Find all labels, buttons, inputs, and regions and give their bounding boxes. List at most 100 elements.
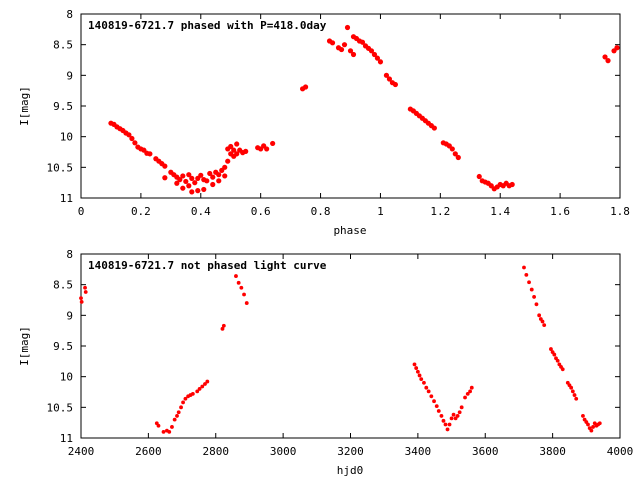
data-points — [108, 24, 620, 195]
data-point — [426, 389, 431, 394]
data-point — [231, 147, 237, 153]
data-point — [415, 369, 420, 374]
data-point — [459, 405, 464, 410]
data-point — [172, 417, 177, 422]
data-point — [439, 414, 444, 418]
data-point — [244, 301, 249, 305]
data-point — [614, 45, 620, 51]
data-point — [359, 39, 366, 45]
data-point — [422, 380, 426, 385]
x-tick-label: 3800 — [539, 445, 566, 458]
data-point — [605, 58, 611, 64]
data-point — [175, 414, 179, 418]
data-point — [552, 352, 557, 357]
data-point — [222, 164, 228, 170]
data-point — [205, 379, 210, 384]
data-point — [602, 54, 608, 60]
data-point — [176, 410, 181, 415]
data-point — [392, 81, 399, 88]
data-point — [522, 265, 526, 270]
x-axis-title: hjd0 — [337, 464, 364, 477]
y-axis-title: I[mag] — [18, 86, 31, 126]
data-point — [147, 151, 153, 157]
data-point — [537, 313, 542, 318]
y-tick-label: 8.5 — [53, 39, 73, 52]
data-point — [207, 170, 213, 177]
y-tick-label: 11 — [60, 192, 73, 205]
data-point — [455, 154, 461, 161]
data-point — [264, 146, 270, 152]
data-point — [374, 55, 381, 61]
axis-tick-labels: 2400 2600 2800 3000 3200 3400 3600 3800 4000 8 8.5… — [47, 248, 634, 458]
plot-frame — [80, 253, 621, 439]
data-point — [569, 385, 574, 390]
data-point — [555, 358, 560, 363]
data-point — [167, 429, 172, 434]
x-tick-label: 0.4 — [191, 205, 211, 218]
data-point — [451, 412, 456, 417]
data-point — [203, 382, 207, 386]
y-tick-label: 9.5 — [53, 340, 73, 353]
data-point — [447, 422, 452, 427]
data-point — [449, 416, 454, 421]
data-point — [432, 399, 436, 404]
data-point — [431, 125, 437, 131]
data-point — [542, 323, 547, 328]
chart-title: 140819-6721.7 phased with P=418.0day — [88, 19, 327, 32]
data-point — [204, 178, 210, 184]
data-point — [424, 385, 429, 390]
data-point — [597, 421, 602, 426]
data-point — [179, 405, 183, 410]
y-tick-label: 10 — [60, 371, 73, 384]
data-point — [210, 181, 216, 188]
data-point — [302, 84, 309, 90]
axis-ticks — [80, 13, 621, 199]
data-point — [449, 146, 455, 152]
data-point — [221, 323, 226, 328]
data-point — [383, 72, 390, 78]
data-point — [197, 387, 202, 391]
data-point — [574, 396, 579, 401]
data-point — [412, 362, 417, 367]
x-tick-label: 2400 — [68, 445, 95, 458]
data-point — [228, 143, 234, 150]
data-point — [429, 394, 434, 399]
data-point — [183, 178, 189, 185]
x-tick-label: 3200 — [337, 445, 364, 458]
data-point — [79, 296, 83, 301]
data-point — [329, 40, 336, 46]
data-point — [572, 393, 577, 397]
y-tick-label: 10.5 — [47, 161, 74, 174]
data-point — [441, 418, 446, 423]
data-point — [195, 389, 200, 394]
x-tick-label: 3400 — [405, 445, 432, 458]
phased-light-curve-panel: 0 0.2 0.4 0.6 0.8 1 1.2 1.4 1.6 1.8 8 8.5 9 9.5 10 10.5… — [18, 8, 630, 237]
data-point — [181, 400, 185, 405]
data-point — [347, 48, 354, 54]
y-tick-label: 9.5 — [53, 100, 73, 113]
data-point — [419, 377, 424, 382]
axis-ticks — [80, 253, 621, 439]
data-point — [156, 423, 161, 428]
raw-light-curve-panel: 2400 2600 2800 3000 3200 3400 3600 3800 4000 8 8.5… — [18, 248, 633, 477]
data-point — [540, 319, 545, 324]
data-point — [186, 183, 192, 189]
data-point — [220, 326, 225, 331]
data-point — [198, 172, 204, 178]
y-tick-label: 10.5 — [47, 401, 74, 414]
data-point — [468, 389, 472, 394]
x-tick-label: 2600 — [135, 445, 162, 458]
data-point — [377, 59, 384, 65]
data-point — [465, 391, 470, 396]
data-point — [162, 175, 168, 181]
data-point — [386, 76, 393, 82]
data-point — [443, 422, 448, 427]
y-tick-label: 8.5 — [53, 279, 73, 292]
x-tick-label: 4000 — [607, 445, 634, 458]
x-tick-label: 1.6 — [550, 205, 570, 218]
data-point — [234, 141, 240, 147]
y-tick-label: 10 — [60, 131, 73, 144]
y-axis-title: I[mag] — [18, 326, 31, 366]
data-point — [216, 172, 222, 178]
